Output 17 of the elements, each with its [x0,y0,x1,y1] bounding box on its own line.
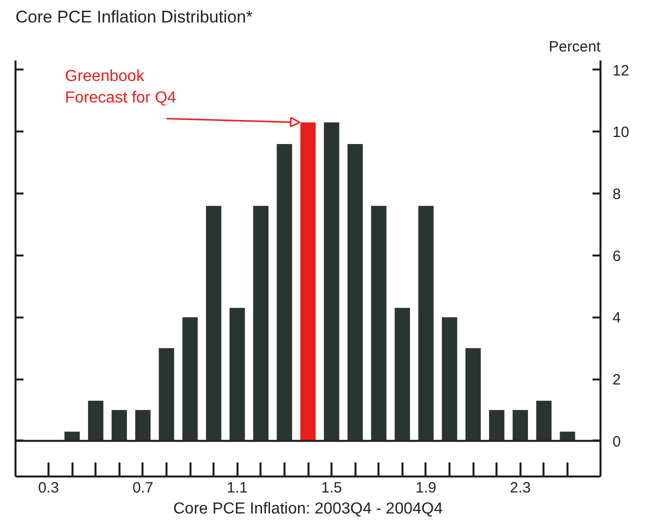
x-tick-label: 1.5 [321,480,342,496]
y-tick-label: 6 [612,248,621,265]
y-tick-label: 10 [612,124,630,142]
y-tick-label: 8 [612,186,621,203]
x-tick-label: 0.7 [132,480,154,496]
y-tick-label: 12 [612,62,630,80]
y-tick-label: 2 [612,372,621,389]
x-tick-label: 1.9 [416,480,436,496]
y-tick-label: 4 [612,310,621,327]
chart-title: Core PCE Inflation Distribution* [16,8,254,26]
x-axis-title: Core PCE Inflation: 2003Q4 - 2004Q4 [173,500,443,518]
x-tick-label: 0.3 [38,480,59,496]
y-tick-label: 0 [612,433,621,450]
y-axis-title: Percent [548,38,602,56]
x-tick-label: 1.1 [226,480,248,496]
x-tick-label: 2.3 [510,480,531,496]
annotation: Greenbook Forecast for Q4 [65,68,176,106]
